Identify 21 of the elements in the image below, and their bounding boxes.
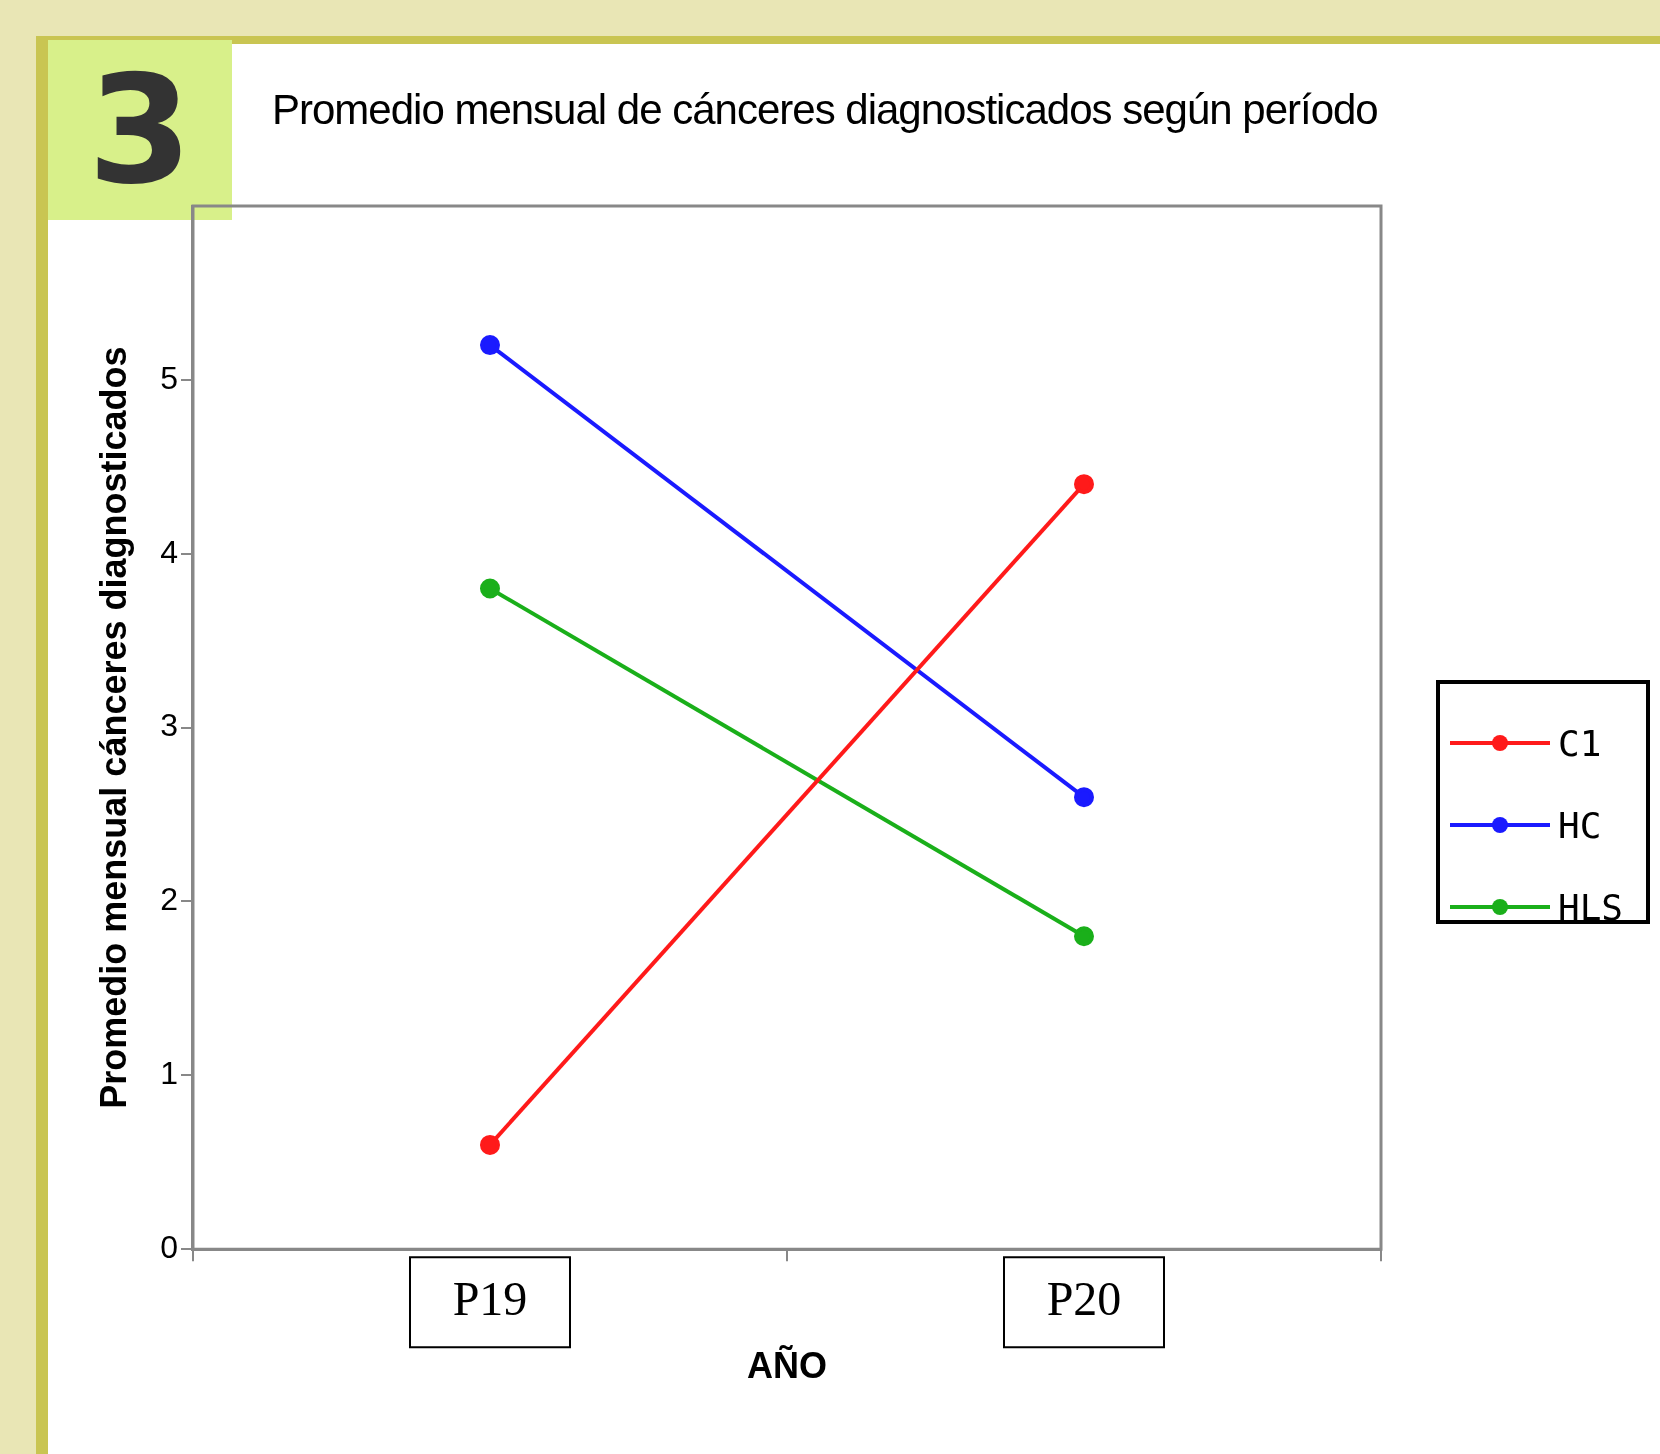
legend-label: HC bbox=[1558, 804, 1602, 846]
x-tick-label: P19 bbox=[452, 1271, 528, 1325]
y-tick-label: 5 bbox=[160, 359, 178, 396]
legend-label: C1 bbox=[1558, 722, 1602, 764]
y-tick-label: 4 bbox=[160, 533, 178, 570]
point bbox=[1074, 474, 1094, 495]
y-tick-label: 1 bbox=[160, 1055, 178, 1092]
number-badge: 3 bbox=[48, 40, 232, 220]
chart-title: Promedio mensual de cánceres diagnosticados según período bbox=[272, 86, 1378, 134]
legend-label: HLS bbox=[1558, 886, 1624, 928]
point bbox=[480, 1134, 500, 1155]
point bbox=[480, 335, 500, 356]
point bbox=[1074, 926, 1094, 947]
point bbox=[480, 578, 500, 599]
y-axis-title: Promedio mensual cánceres diagnosticados bbox=[92, 346, 134, 1109]
y-tick-label: 3 bbox=[160, 707, 178, 744]
y-tick-label: 0 bbox=[160, 1229, 178, 1266]
point bbox=[1074, 787, 1094, 808]
x-axis-title: AÑO bbox=[747, 1344, 827, 1387]
y-tick-label: 2 bbox=[160, 881, 178, 918]
x-tick-label: P20 bbox=[1046, 1271, 1122, 1325]
